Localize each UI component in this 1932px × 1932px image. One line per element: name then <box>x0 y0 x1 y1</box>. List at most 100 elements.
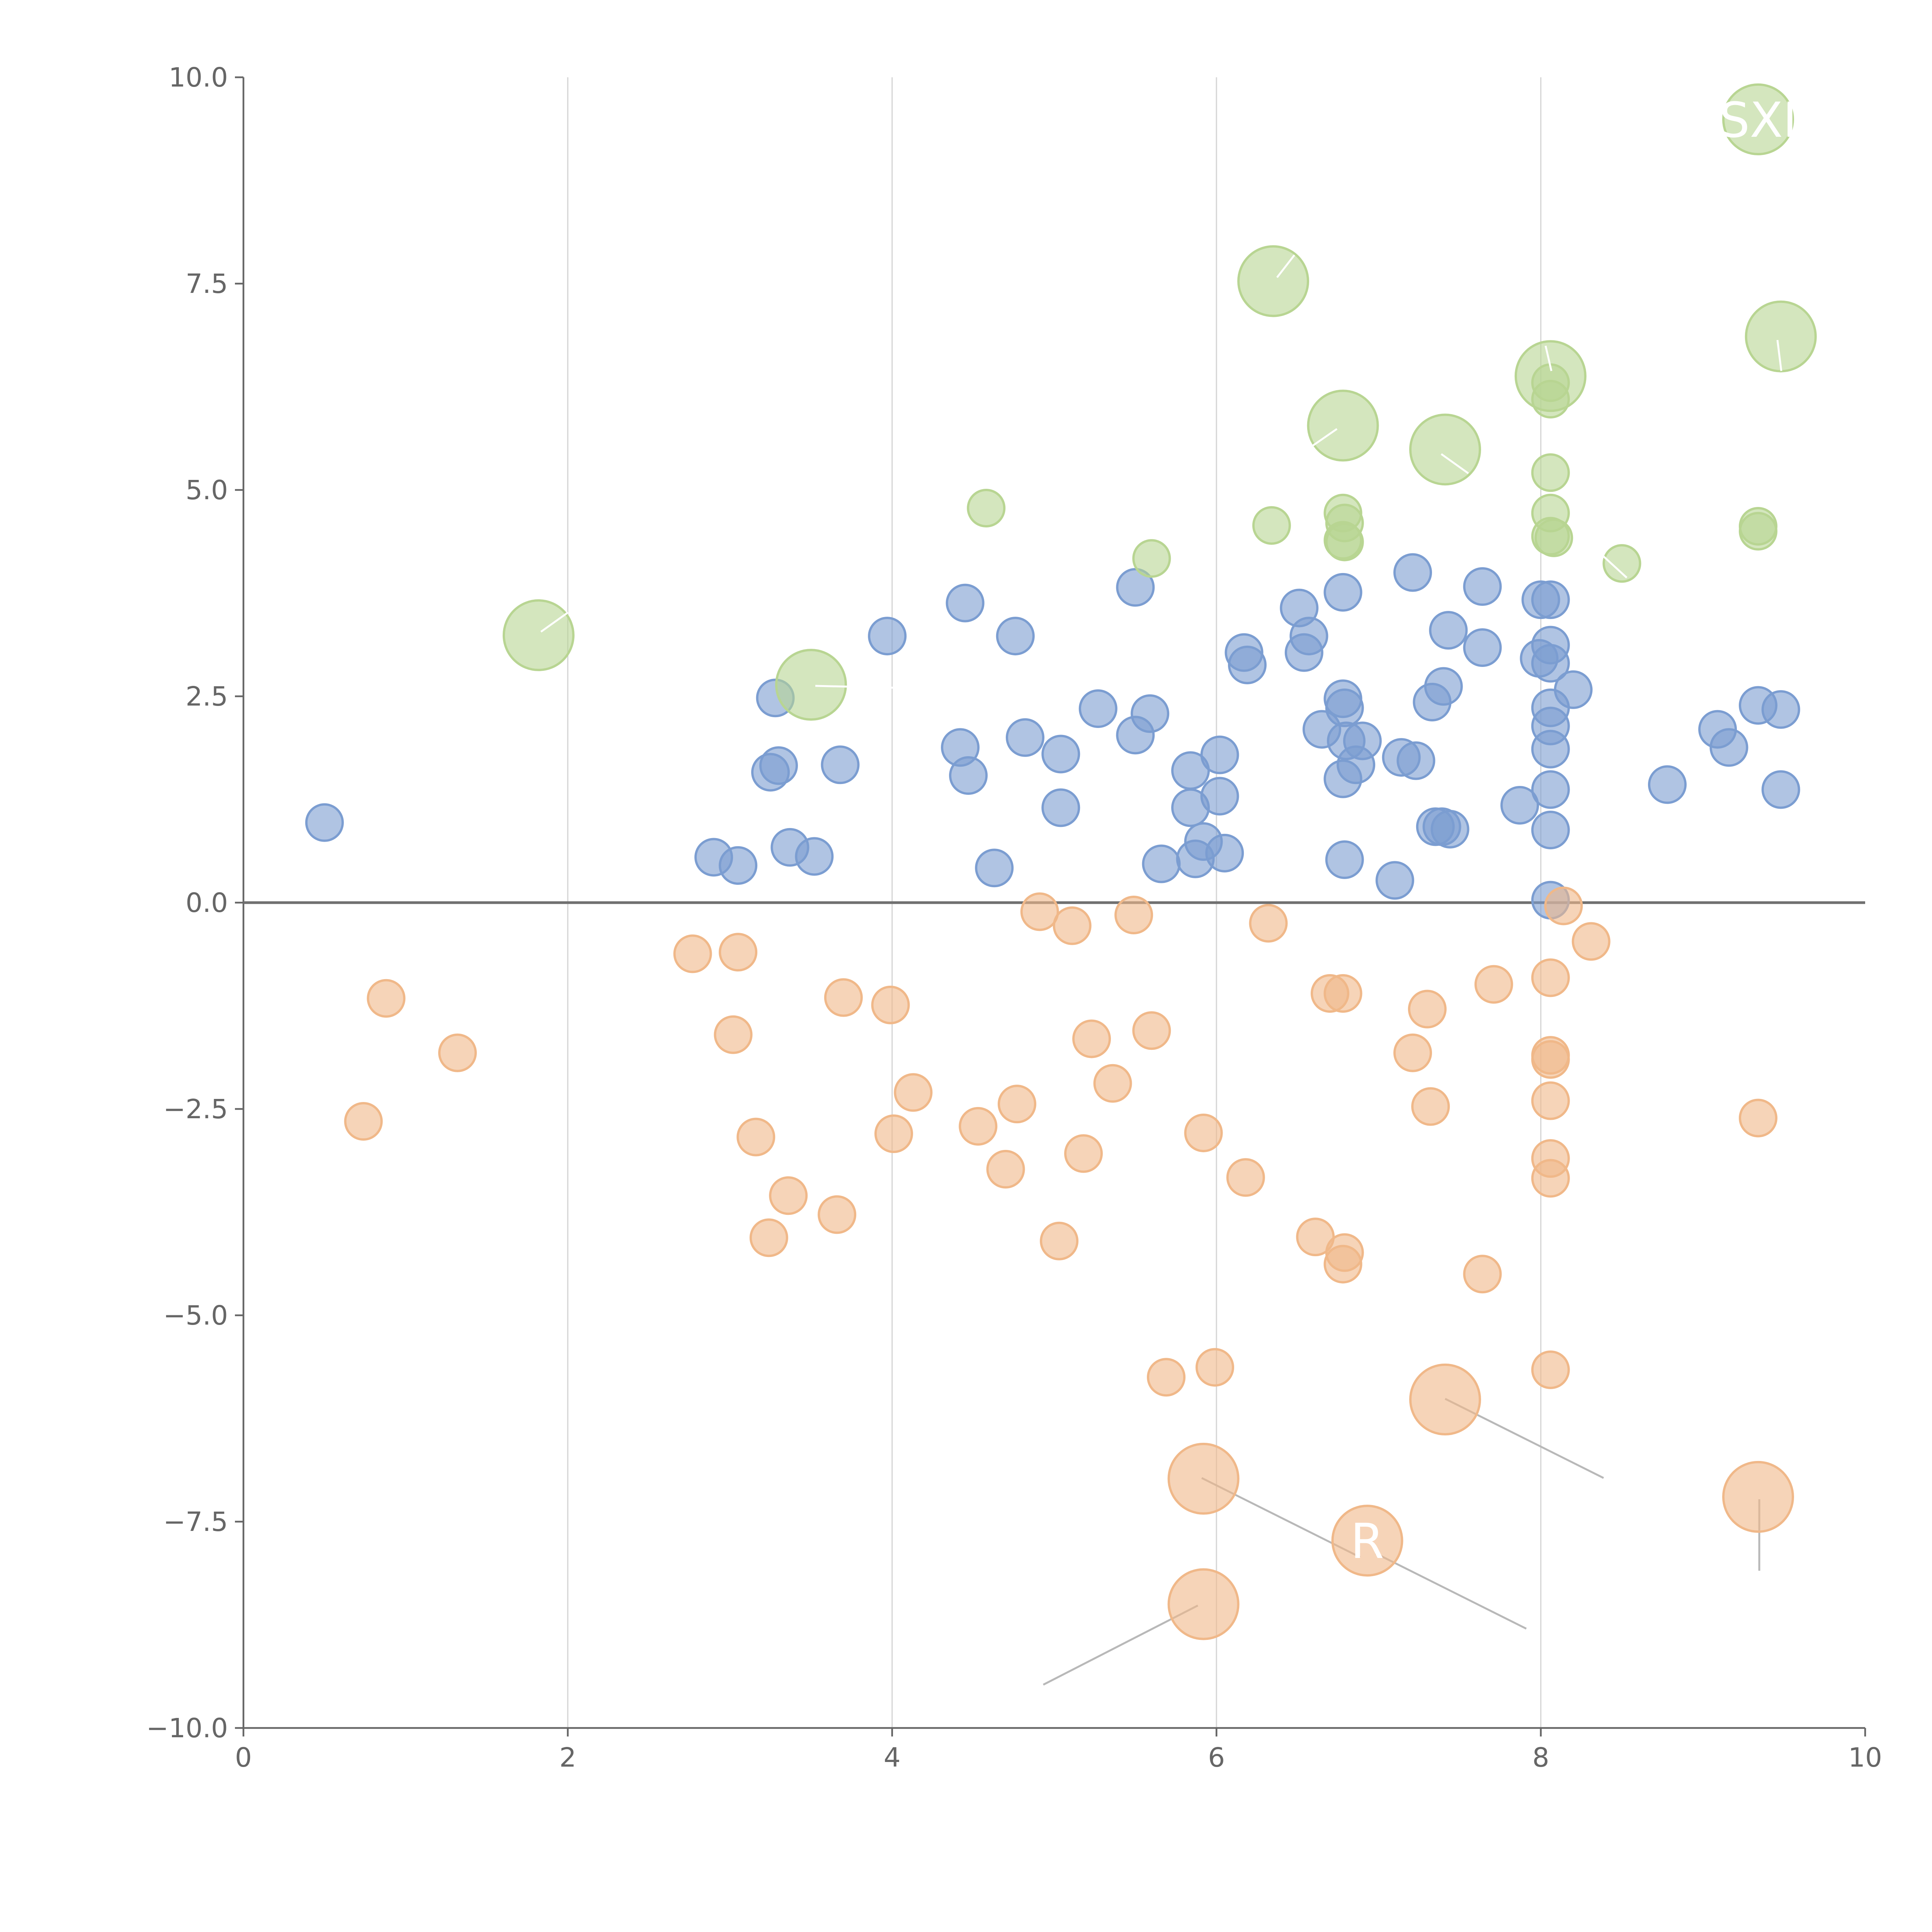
data-point <box>975 849 1014 888</box>
data-point <box>714 1015 753 1054</box>
annotation-connector <box>1776 340 1782 371</box>
highlight-bubble <box>1409 413 1481 486</box>
data-point <box>1323 573 1362 612</box>
data-point <box>821 745 860 784</box>
y-tick-label: 10.0 <box>168 62 228 93</box>
data-point <box>1411 1087 1450 1126</box>
data-point <box>759 746 798 785</box>
data-point <box>1534 518 1573 557</box>
data-point <box>1114 896 1153 935</box>
data-point <box>894 1073 933 1112</box>
data-point <box>1252 506 1291 545</box>
highlight-bubble <box>1514 340 1587 412</box>
data-point <box>1093 1064 1132 1103</box>
data-point <box>967 488 1006 527</box>
data-point <box>367 979 406 1018</box>
y-tick-label: −7.5 <box>163 1507 228 1537</box>
data-point <box>1325 840 1364 879</box>
highlight-bubble <box>1167 1568 1240 1640</box>
data-point <box>824 978 863 1017</box>
data-point <box>1531 730 1570 769</box>
highlight-bubble <box>1745 300 1817 372</box>
annotation-connector <box>1544 345 1553 371</box>
annotation-connector <box>1603 556 1628 578</box>
data-point <box>871 985 910 1024</box>
axes: 0 2 4 6 8 10 10.0 7.5 5.0 2.5 0.0 −2.5 −5.0 −7.5 −10.0 <box>146 62 1882 1773</box>
data-point <box>1531 580 1570 619</box>
data-point <box>1531 1040 1570 1079</box>
data-point <box>1205 833 1244 872</box>
y-tick-label: −2.5 <box>163 1094 228 1125</box>
highlight-bubble <box>1331 1505 1403 1577</box>
data-point <box>1041 735 1080 774</box>
data-point <box>1408 990 1447 1029</box>
highlight-bubble <box>1722 1461 1794 1533</box>
data-point <box>1531 770 1570 809</box>
callout-lines <box>540 254 1782 689</box>
data-point <box>868 617 907 656</box>
data-point <box>1078 689 1117 728</box>
bubble-label: R <box>1350 1514 1384 1570</box>
data-point <box>305 803 344 842</box>
data-point <box>1041 788 1080 827</box>
data-point <box>1463 567 1502 606</box>
data-point <box>1761 690 1800 729</box>
data-point <box>997 1085 1036 1124</box>
highlight-bubble <box>1409 1363 1481 1435</box>
data-point <box>1430 810 1469 849</box>
data-point <box>769 1176 808 1215</box>
data-point <box>1738 1099 1777 1138</box>
point-labels: SXI R <box>1350 92 1797 1570</box>
y-tick-label: 7.5 <box>185 269 228 299</box>
data-point <box>1323 974 1362 1013</box>
data-point <box>1325 522 1364 561</box>
annotation-connector <box>1276 254 1295 278</box>
data-point <box>1147 1358 1186 1397</box>
data-point <box>986 1150 1025 1189</box>
data-point <box>1429 611 1468 650</box>
annotation-connector <box>1375 1552 1527 1630</box>
data-point <box>438 1033 477 1072</box>
data-point <box>1761 770 1800 809</box>
data-point <box>1226 1158 1265 1197</box>
data-point <box>1289 617 1328 656</box>
data-point <box>1393 1033 1432 1072</box>
data-point <box>1005 718 1044 757</box>
data-points <box>305 83 1817 1686</box>
data-point <box>1531 644 1570 683</box>
data-point <box>1424 667 1463 706</box>
data-point <box>1196 1348 1235 1387</box>
data-point <box>1554 670 1593 709</box>
x-tick-label: 2 <box>559 1742 576 1773</box>
data-point <box>949 756 988 795</box>
data-point <box>1474 965 1513 1004</box>
data-point <box>1184 1113 1223 1152</box>
data-point <box>946 583 985 622</box>
y-tick-label: 0.0 <box>185 888 228 918</box>
data-point <box>1531 811 1570 850</box>
data-point <box>1531 1350 1570 1389</box>
data-point <box>1602 544 1641 583</box>
data-point <box>1544 886 1583 925</box>
annotation-connector <box>1440 453 1469 474</box>
highlight-bubble <box>1307 389 1379 462</box>
data-point <box>795 837 834 876</box>
highlight-bubble <box>1167 1442 1240 1515</box>
data-point <box>996 617 1035 656</box>
x-tick-label: 8 <box>1532 1742 1549 1773</box>
data-point <box>1463 1255 1502 1294</box>
data-point <box>1064 1134 1103 1173</box>
data-point <box>1132 539 1171 578</box>
data-point <box>1116 568 1155 607</box>
bubble-label: SXI <box>1719 92 1797 148</box>
x-tick-label: 10 <box>1848 1742 1882 1773</box>
data-point <box>719 933 758 972</box>
x-tick-label: 6 <box>1208 1742 1225 1773</box>
y-tick-label: 2.5 <box>185 681 228 712</box>
data-point <box>1200 735 1239 774</box>
data-point <box>719 846 758 885</box>
data-point <box>1228 645 1267 684</box>
data-point <box>1500 786 1539 825</box>
data-point <box>1463 628 1502 667</box>
